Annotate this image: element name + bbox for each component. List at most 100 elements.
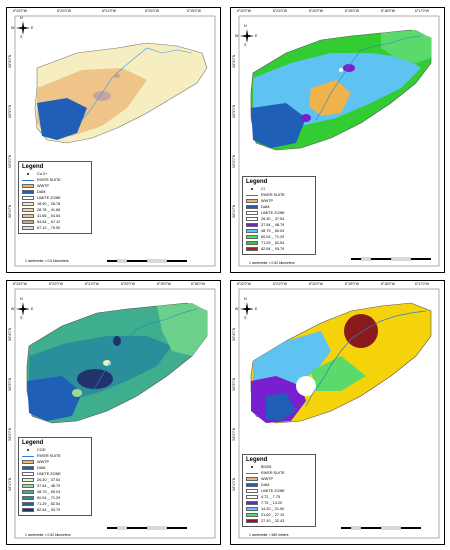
legend-item: RIVER SUITE	[22, 177, 88, 183]
swatch	[22, 196, 34, 200]
north-arrow-icon	[16, 21, 30, 35]
zone-wwtp	[309, 80, 351, 116]
scale-text: 1 centimeter = 0.52 kilometers	[249, 261, 295, 265]
legend-symbol-label: Cu 2+	[37, 172, 48, 176]
east-label: E	[255, 307, 258, 311]
map-panel-cu: 6°23'0"W 6°22'0"W 6°21'0"W 6°20'0"W 6°19…	[6, 7, 221, 273]
swatch	[246, 223, 258, 227]
lat-coord-label: 34°4'0"N	[8, 327, 12, 341]
west-label: W	[11, 307, 15, 311]
top-coord-label: 6°21'0"W	[273, 9, 287, 13]
legend-item: 21.00 _ 27.10	[246, 512, 312, 518]
lat-coord-label: 34°1'0"N	[232, 477, 236, 491]
swatch	[246, 519, 258, 523]
legend-item: 82.54 _ 93.79	[246, 246, 312, 252]
legend-item: WWTP	[22, 183, 88, 189]
river-line	[315, 35, 422, 121]
north-label: N	[20, 16, 23, 20]
swatch	[22, 202, 34, 206]
top-coord-label: 6°20'0"W	[309, 9, 323, 13]
top-coord-label: 6°18'0"W	[381, 9, 395, 13]
legend-symbol-label: COD	[37, 448, 46, 452]
river-line	[305, 310, 427, 407]
swatch	[22, 478, 34, 482]
swatch	[22, 184, 34, 188]
east-label: E	[255, 34, 258, 38]
lat-coord-label: 34°2'0"N	[232, 427, 236, 441]
river-line	[81, 47, 193, 121]
top-coord-label: 6°19'0"W	[345, 9, 359, 13]
legend-item: 37.54 _ 48.79	[22, 483, 88, 489]
zone-54-67-small	[114, 74, 120, 78]
top-coord-label: 6°20'0"W	[121, 282, 135, 286]
legend-symbol-row: Cu 2+	[22, 171, 88, 177]
top-coord-label: 6°19'0"W	[187, 9, 201, 13]
map-cod-svg	[14, 288, 216, 539]
top-coord-label: 6°18'0"W	[381, 282, 395, 286]
legend-cod: Legend COD RIVER SUITE WWTP DAM LIMITE Z…	[18, 437, 92, 516]
swatch	[246, 501, 258, 505]
lat-coord-label: 34°2'0"N	[8, 427, 12, 441]
map-panel-cod: 6°23'0"W 6°22'0"W 6°21'0"W 6°20'0"W 6°19…	[6, 280, 221, 545]
top-coord-label: 6°21'0"W	[273, 282, 287, 286]
swatch	[246, 211, 258, 215]
legend-item: 26.30 _ 37.54	[22, 477, 88, 483]
legend-title: Legend	[246, 179, 268, 185]
river-swatch	[22, 179, 34, 181]
legend-item: 37.54 _ 48.79	[246, 222, 312, 228]
scale-bar	[107, 526, 187, 530]
zone-26-37	[339, 68, 343, 72]
scale-text: 1 centimeter = 0.52 kilometers	[25, 533, 71, 537]
legend-item: WWTP	[22, 459, 88, 465]
legend-title: Legend	[22, 440, 44, 446]
top-coord-label: 6°23'0"W	[13, 282, 27, 286]
top-coord-label: 6°21'0"W	[85, 282, 99, 286]
swatch	[246, 513, 258, 517]
legend-item: 82.54 _ 93.79	[22, 507, 88, 513]
zone-54-67	[93, 91, 111, 101]
swatch	[22, 460, 34, 464]
map-panel-cl: 6°22'0"W 6°21'0"W 6°20'0"W 6°19'0"W 6°18…	[230, 7, 445, 273]
legend-item: RIVER SUITE	[22, 453, 88, 459]
legend-item: DAM	[22, 465, 88, 471]
legend-symbol-row: COD	[22, 447, 88, 453]
zone-37-48-small	[72, 389, 82, 397]
dam-polygon	[37, 98, 87, 140]
lat-coord-label: 34°3'0"N	[232, 104, 236, 118]
top-coord-label: 6°22'0"W	[237, 282, 251, 286]
legend-item: LIMITE ZONE	[22, 471, 88, 477]
east-label: E	[31, 307, 34, 311]
legend-item: 27.10 _ 32.43	[246, 518, 312, 524]
south-label: S	[20, 35, 23, 39]
top-coord-label: 6°20'0"W	[309, 282, 323, 286]
south-label: S	[20, 316, 23, 320]
legend-symbol-label: BOD5	[261, 465, 272, 469]
swatch	[22, 472, 34, 476]
swatch	[246, 241, 258, 245]
swatch	[22, 214, 34, 218]
legend-item: 28.78 _ 41.66	[22, 207, 88, 213]
scale-text: 1 centimeter = 0.6 kilometers	[25, 259, 69, 263]
swatch	[246, 495, 258, 499]
top-coord-label: 6°17'0"W	[415, 282, 429, 286]
lat-coord-label: 34°3'0"N	[232, 377, 236, 391]
swatch	[246, 483, 258, 487]
swatch	[246, 489, 258, 493]
top-coord-label: 6°22'0"W	[49, 282, 63, 286]
swatch	[22, 496, 34, 500]
lat-coord-label: 34°1'0"N	[8, 204, 12, 218]
map-panel-bod: 6°22'0"W 6°21'0"W 6°20'0"W 6°19'0"W 6°18…	[230, 280, 445, 545]
lat-coord-label: 34°3'0"N	[8, 377, 12, 391]
scale-bar	[107, 259, 187, 263]
west-label: W	[235, 307, 239, 311]
top-coord-label: 6°23'0"W	[13, 9, 27, 13]
swatch	[22, 490, 34, 494]
swatch	[246, 229, 258, 233]
swatch	[246, 217, 258, 221]
legend-title: Legend	[246, 457, 268, 463]
dam-polygon	[27, 376, 82, 421]
swatch	[22, 508, 34, 512]
legend-symbol-label: Cl	[261, 187, 265, 191]
zone-60-71	[381, 30, 431, 63]
legend-item: DAM	[246, 482, 312, 488]
